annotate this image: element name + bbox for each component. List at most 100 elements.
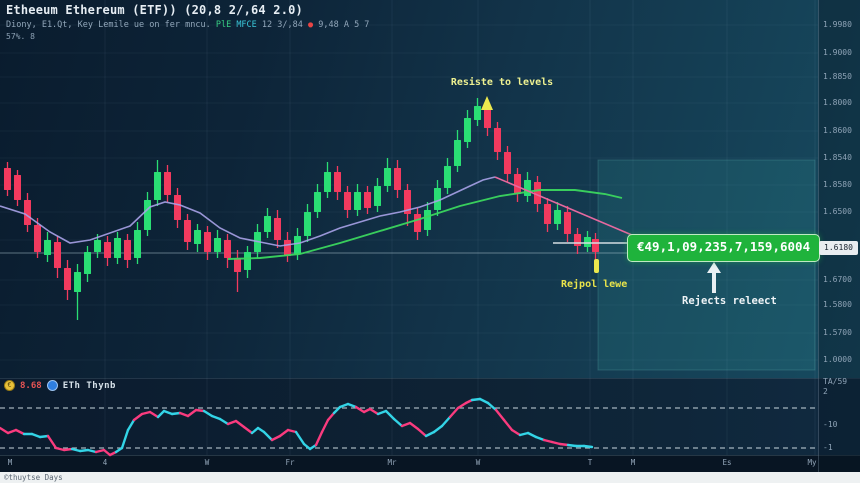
oscillator-segment [262, 430, 274, 442]
oscillator-segment [308, 443, 318, 451]
oscillator-segment [368, 407, 380, 416]
candle-body [574, 234, 581, 246]
oscillator-segment [448, 406, 460, 419]
subtitle-tag-green: PlE [215, 20, 232, 30]
candle-body [144, 200, 151, 230]
symbol-stats: 57%. 8 [6, 32, 35, 41]
indicator-pane[interactable] [0, 378, 860, 456]
indicator-name: ETh Thynb [62, 380, 116, 391]
oscillator-segment [384, 409, 396, 421]
up-arrow-shaft [712, 273, 716, 293]
oscillator-segment [148, 410, 160, 419]
candle-body [184, 220, 191, 242]
time-axis-label: My [807, 458, 817, 467]
subtitle-text: Diony, E1.Qt, Key Lemile ue on fer mncu. [6, 20, 211, 30]
candle-body [14, 175, 21, 200]
oscillator-segment [156, 409, 166, 419]
oscillator-segment [126, 418, 136, 432]
oscillator-segment [6, 428, 18, 435]
indicator-value: 8.68 [20, 380, 42, 391]
candle-body [94, 240, 101, 252]
candle-body [494, 128, 501, 152]
price-axis-bar[interactable] [818, 0, 860, 472]
candle-body [374, 186, 381, 206]
time-axis-bar[interactable] [0, 455, 860, 473]
oscillator-segment [256, 426, 266, 434]
time-axis-label: W [204, 458, 210, 467]
oscillator-segment [86, 448, 98, 454]
candle-body [444, 166, 451, 188]
oscillator-segment [470, 397, 482, 402]
oscillator-segment [478, 397, 490, 405]
oscillator-segment [14, 428, 26, 436]
ma-line-purple [0, 176, 496, 247]
red-dot-icon: ● [308, 20, 314, 30]
candle-body [354, 192, 361, 210]
highlight-zone [597, 159, 816, 371]
oscillator-segment [518, 431, 530, 437]
oscillator-segment [294, 430, 306, 446]
oscillator-segment [542, 438, 554, 444]
oscillator-segment [0, 426, 10, 435]
candle-body [584, 237, 591, 247]
candle-body [434, 188, 441, 210]
oscillator-segment [392, 417, 404, 428]
chart-header: Etheeum Ethereum (ETF)) (20,8 2/,64 2.0)… [6, 3, 369, 41]
price-axis-label: 2 [823, 387, 828, 396]
time-axis-label: Mr [387, 458, 397, 467]
oscillator-segment [338, 402, 350, 409]
subtitle-values: 12 3/,84 [261, 20, 303, 30]
oscillator-segment [326, 411, 336, 422]
oscillator-segment [510, 428, 522, 437]
oscillator-segment [54, 446, 66, 452]
price-alert-badge: €49,1,09,235,7,159,6004 [627, 234, 821, 262]
time-axis-label: Es [722, 458, 732, 467]
price-axis-label: 1.8540 [823, 153, 852, 162]
coin-icon: € [4, 380, 15, 391]
oscillator-segment [94, 448, 106, 454]
oscillator-segment [38, 434, 50, 439]
candle-body [334, 172, 341, 192]
oscillator-segment [114, 446, 124, 454]
subtitle-tag-teal: MFCE [236, 20, 257, 30]
time-axis-label: 4 [102, 458, 108, 467]
candle-body [384, 168, 391, 186]
time-axis-label: Fr [285, 458, 295, 467]
ma-line-green [227, 189, 623, 260]
candle-body [44, 240, 51, 255]
price-axis-label: -10 [823, 420, 838, 429]
oscillator-segment [424, 430, 436, 438]
oscillator-segment [186, 408, 198, 418]
oscillator-segment [132, 412, 144, 422]
oscillator-segment [210, 414, 222, 421]
oscillator-segment [30, 432, 42, 439]
oscillator-segment [270, 434, 282, 442]
oscillator-segment [376, 409, 388, 416]
oscillator-segment [354, 405, 366, 414]
price-axis-label: 1.5700 [823, 328, 852, 337]
candle-body [304, 212, 311, 236]
oscillator-segment [78, 448, 90, 453]
price-axis-label: 1.8850 [823, 72, 852, 81]
oscillator-segment [332, 405, 342, 415]
symbol-title: Etheeum Ethereum (ETF)) (20,8 2/,64 2.0) [6, 3, 303, 17]
price-axis-label: -1 [823, 443, 833, 452]
candle-body [504, 152, 511, 174]
candle-body [194, 230, 201, 244]
candle-body [544, 204, 551, 224]
footer-strip: ©thuytse Days [0, 472, 860, 483]
price-axis-label: TA/59 [823, 377, 848, 386]
main-chart-pane[interactable] [0, 0, 860, 378]
up-arrow-icon [707, 262, 721, 273]
oscillator-segment [170, 411, 182, 416]
footer-watermark: ©thuytse Days [4, 473, 63, 482]
oscillator-segment [346, 402, 358, 409]
candle-body [592, 239, 599, 252]
oscillator-segment [302, 442, 312, 451]
oscillator-segment [194, 408, 206, 413]
candle-body [314, 192, 321, 212]
candle-body [324, 172, 331, 192]
oscillator-segment [120, 428, 130, 450]
